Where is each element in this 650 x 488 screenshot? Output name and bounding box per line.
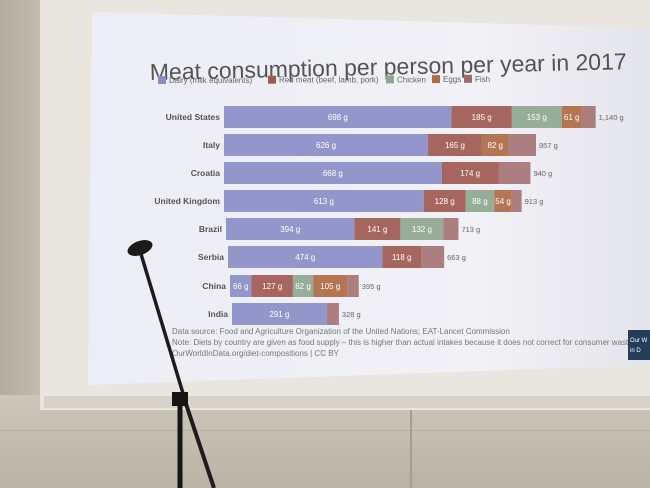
bar-segment <box>423 190 466 212</box>
bar-value-label: 54 g <box>495 197 511 206</box>
source-line: OurWorldInData.org/diet-compositions | C… <box>172 349 340 358</box>
bar-segment <box>224 190 424 212</box>
bar-value-label: 61 g <box>564 113 580 122</box>
legend-swatch <box>432 75 440 84</box>
chart-legend: Dairy (milk equivalents) Red meat (beef, … <box>158 74 490 85</box>
bar-value-label: 626 g <box>316 141 336 150</box>
country-label: Italy <box>203 140 220 150</box>
owid-logo: Our W in D <box>628 330 650 360</box>
bar-segment <box>226 218 355 240</box>
bar-total-label: 957 g <box>539 141 558 150</box>
wall-bottom <box>0 395 650 488</box>
bar-value-label: 174 g <box>460 169 480 178</box>
bar-segment <box>508 134 536 156</box>
bar-value-label: 141 g <box>367 225 387 234</box>
legend-label: Red meat (beef, lamb, pork) <box>279 76 379 85</box>
bar-segment <box>292 275 314 297</box>
bar-value-label: 132 g <box>412 225 432 234</box>
bar-value-label: 613 g <box>314 197 334 206</box>
bar-total-label: 940 g <box>533 169 552 178</box>
bar-value-label: 185 g <box>472 113 492 122</box>
bar-segment <box>494 190 512 212</box>
bar-segment <box>230 275 252 297</box>
wall-seam <box>410 395 412 488</box>
legend-swatch <box>158 76 166 84</box>
bar-segment <box>347 275 359 297</box>
bar-segment <box>382 246 421 268</box>
bar-value-label: 474 g <box>295 253 315 262</box>
country-label: China <box>202 281 226 291</box>
legend-swatch <box>268 75 276 84</box>
svg-text:Our W: Our W <box>630 338 648 344</box>
screen-bottom-bar <box>44 396 650 408</box>
microphone-head <box>127 240 153 256</box>
svg-text:in D: in D <box>630 348 641 354</box>
country-label: Serbia <box>198 252 224 262</box>
bar-segment <box>224 134 429 156</box>
legend-label: Dairy (milk equivalents) <box>169 76 252 85</box>
bar-segment <box>561 106 582 128</box>
bar-value-label: 62 g <box>295 282 311 291</box>
bar-segment <box>326 303 339 325</box>
legend-label: Eggs <box>443 75 461 84</box>
bar-value-label: 82 g <box>487 141 503 150</box>
bar-value-label: 698 g <box>328 113 348 122</box>
bar-value-label: 153 g <box>527 113 547 122</box>
bar-segment <box>428 134 482 156</box>
bar-segment <box>224 162 442 184</box>
country-label: Brazil <box>199 224 222 234</box>
bar-segment <box>511 190 522 212</box>
bar-segment <box>228 246 383 268</box>
bar-total-label: 913 g <box>525 197 544 206</box>
bar-total-label: 328 g <box>342 310 361 319</box>
bar-segment <box>581 106 596 128</box>
bar-segment <box>420 246 445 268</box>
bar-total-label: 1,140 g <box>599 113 624 122</box>
country-label: India <box>208 309 228 319</box>
bars-group: United States 698 g 185 g 153 g 61 g 1,140 g I… <box>154 106 624 325</box>
bar-segment <box>465 190 495 212</box>
bar-segment <box>481 134 509 156</box>
bar-total-label: 663 g <box>447 253 466 262</box>
bar-segment <box>354 218 401 240</box>
source-line: Note: Diets by country are given as food… <box>172 338 635 347</box>
bar-segment <box>400 218 444 240</box>
bar-value-label: 165 g <box>445 141 465 150</box>
country-label: United Kingdom <box>154 196 220 206</box>
bar-segment <box>224 106 452 128</box>
legend-label: Chicken <box>397 75 426 84</box>
legend-label: Fish <box>475 75 490 84</box>
bar-total-label: 395 g <box>362 282 381 291</box>
bar-value-label: 88 g <box>472 197 488 206</box>
bar-segment <box>443 218 459 240</box>
bar-value-label: 66 g <box>233 282 249 291</box>
country-label: United States <box>166 112 221 122</box>
bar-segment <box>451 106 512 128</box>
wall-seam <box>0 430 650 431</box>
bar-segment <box>511 106 562 128</box>
bar-value-label: 291 g <box>269 310 289 319</box>
bar-segment <box>498 162 531 184</box>
country-label: Croatia <box>191 168 221 178</box>
bar-segment <box>313 275 348 297</box>
legend-swatch <box>386 75 394 84</box>
bar-total-label: 713 g <box>461 225 480 234</box>
bar-value-label: 394 g <box>280 225 300 234</box>
bar-segment <box>232 303 327 325</box>
legend-swatch <box>464 74 472 83</box>
source-line: Data source: Food and Agriculture Organi… <box>172 327 510 336</box>
bar-segment <box>441 162 499 184</box>
bar-value-label: 127 g <box>262 282 282 291</box>
bar-value-label: 128 g <box>435 197 455 206</box>
bar-value-label: 668 g <box>323 169 343 178</box>
bar-value-label: 105 g <box>320 282 340 291</box>
source-notes: Data source: Food and Agriculture Organi… <box>172 327 635 358</box>
bar-value-label: 118 g <box>392 253 411 262</box>
bar-segment <box>251 275 293 297</box>
